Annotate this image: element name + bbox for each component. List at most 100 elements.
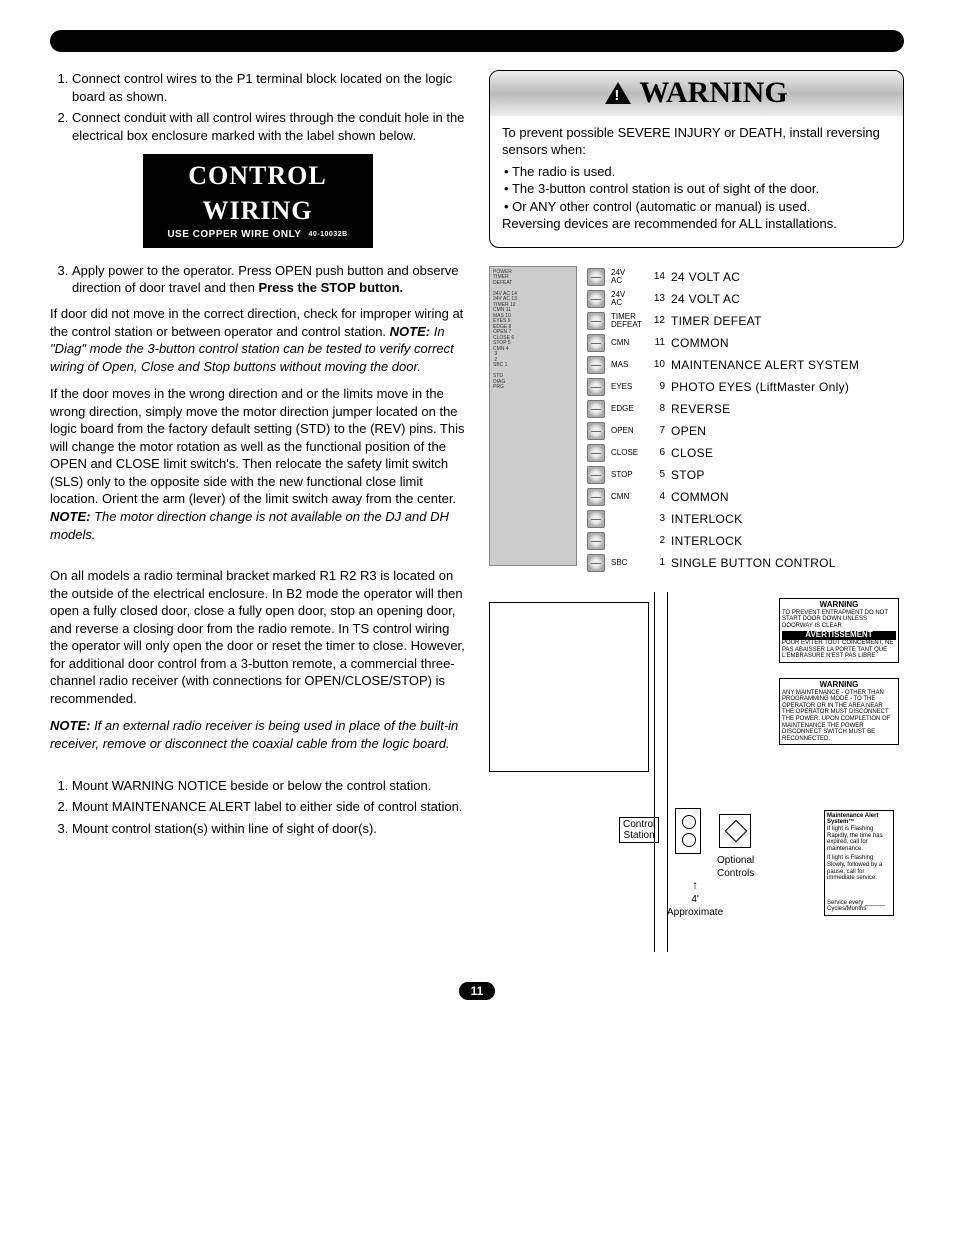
door-panel bbox=[489, 602, 649, 772]
mas-label: Maintenance Alert System™ If light is Fl… bbox=[824, 810, 894, 916]
note1-lead: NOTE: bbox=[390, 324, 430, 339]
warning-label-2: WARNING ANY MAINTENANCE - OTHER THAN PRO… bbox=[779, 678, 899, 746]
screw-icon bbox=[587, 400, 605, 418]
terminal-row: EDGE8REVERSE bbox=[587, 398, 904, 420]
instruction-list-1: Connect control wires to the P1 terminal… bbox=[50, 70, 465, 144]
list1-item1: Connect control wires to the P1 terminal… bbox=[72, 70, 465, 105]
terminal-row: CMN11COMMON bbox=[587, 332, 904, 354]
terminal-list: 24V AC1424 VOLT AC24V AC1324 VOLT ACTIME… bbox=[587, 266, 904, 574]
terminal-number: 3 bbox=[653, 512, 671, 526]
warning-b2: The 3-button control station is out of s… bbox=[504, 180, 891, 198]
terminal-label: OPEN bbox=[671, 423, 706, 439]
w2-hd: WARNING bbox=[782, 681, 896, 690]
warning-intro: To prevent possible SEVERE INJURY or DEA… bbox=[502, 124, 891, 159]
terminal-number: 5 bbox=[653, 468, 671, 482]
screw-icon bbox=[587, 488, 605, 506]
terminal-number: 4 bbox=[653, 490, 671, 504]
terminal-number: 14 bbox=[653, 270, 671, 284]
spacer bbox=[50, 763, 465, 777]
warning-title-text: WARNING bbox=[639, 73, 787, 114]
para-radio-bracket: On all models a radio terminal bracket m… bbox=[50, 567, 465, 707]
warning-bullets: The radio is used. The 3-button control … bbox=[502, 163, 891, 216]
terminal-short: CMN bbox=[611, 493, 653, 501]
terminal-row: 24V AC1324 VOLT AC bbox=[587, 288, 904, 310]
terminal-number: 13 bbox=[653, 292, 671, 306]
control-station-label: Control Station bbox=[619, 817, 659, 843]
note2-body: The motor direction change is not availa… bbox=[50, 509, 449, 542]
terminal-label: INTERLOCK bbox=[671, 533, 742, 549]
terminal-short: MAS bbox=[611, 361, 653, 369]
terminal-label: 24 VOLT AC bbox=[671, 291, 740, 307]
av-hd: AVERTISSEMENT bbox=[782, 631, 896, 640]
warning-triangle-icon bbox=[605, 82, 631, 104]
terminal-short: CLOSE bbox=[611, 449, 653, 457]
terminal-label: MAINTENANCE ALERT SYSTEM bbox=[671, 357, 859, 373]
terminal-label: REVERSE bbox=[671, 401, 730, 417]
terminal-row: MAS10MAINTENANCE ALERT SYSTEM bbox=[587, 354, 904, 376]
terminal-number: 11 bbox=[653, 336, 671, 350]
screw-icon bbox=[587, 422, 605, 440]
terminal-number: 1 bbox=[653, 556, 671, 570]
warning-b1: The radio is used. bbox=[504, 163, 891, 181]
w1-hd: WARNING bbox=[782, 601, 896, 610]
right-column: WARNING To prevent possible SEVERE INJUR… bbox=[489, 70, 904, 962]
installation-diagram: Control Station Optional Controls 4' App… bbox=[489, 592, 904, 962]
header-bar bbox=[50, 30, 904, 52]
warning-body: To prevent possible SEVERE INJURY or DEA… bbox=[490, 116, 903, 247]
terminal-label: PHOTO EYES (LiftMaster Only) bbox=[671, 379, 849, 395]
list1-item2: Connect conduit with all control wires t… bbox=[72, 109, 465, 144]
terminal-label: STOP bbox=[671, 467, 705, 483]
terminal-short: 24V AC bbox=[611, 269, 653, 285]
mas-foot: Service every ______ Cycles/Months bbox=[827, 900, 891, 913]
note3-body: If an external radio receiver is being u… bbox=[50, 718, 458, 751]
screw-icon bbox=[587, 532, 605, 550]
para-check-wiring: If door did not move in the correct dire… bbox=[50, 305, 465, 375]
note3-lead: NOTE: bbox=[50, 718, 90, 733]
note2-lead: NOTE: bbox=[50, 509, 90, 524]
para-external-receiver: NOTE: If an external radio receiver is b… bbox=[50, 717, 465, 752]
terminal-row: EYES9PHOTO EYES (LiftMaster Only) bbox=[587, 376, 904, 398]
av-body: POUR ÉVITER TOUT COINCEMENT, NE PAS ABAI… bbox=[782, 640, 896, 660]
screw-icon bbox=[587, 356, 605, 374]
list3-item1: Mount WARNING NOTICE beside or below the… bbox=[72, 777, 465, 795]
logic-board-thumbnail: POWERTIMERDEFEAT24V AC 1424V AC 13TIMER … bbox=[489, 266, 577, 566]
control-station-icon bbox=[675, 808, 701, 854]
terminal-label: 24 VOLT AC bbox=[671, 269, 740, 285]
terminal-number: 9 bbox=[653, 380, 671, 394]
door-track bbox=[654, 592, 668, 952]
badge-subtitle-text: USE COPPER WIRE ONLY bbox=[167, 229, 301, 240]
warning-title-bar: WARNING bbox=[490, 71, 903, 116]
mas-hd: Maintenance Alert System™ bbox=[827, 813, 891, 826]
screw-icon bbox=[587, 268, 605, 286]
terminal-number: 10 bbox=[653, 358, 671, 372]
terminal-label: SINGLE BUTTON CONTROL bbox=[671, 555, 836, 571]
terminal-number: 2 bbox=[653, 534, 671, 548]
screw-icon bbox=[587, 510, 605, 528]
terminal-row: CLOSE6CLOSE bbox=[587, 442, 904, 464]
screw-icon bbox=[587, 466, 605, 484]
terminal-label: COMMON bbox=[671, 489, 729, 505]
list2-item3: Apply power to the operator. Press OPEN … bbox=[72, 262, 465, 297]
badge-code: 40-10032B bbox=[309, 231, 348, 238]
terminal-number: 6 bbox=[653, 446, 671, 460]
screw-icon bbox=[587, 290, 605, 308]
screw-icon bbox=[587, 334, 605, 352]
screw-icon bbox=[587, 378, 605, 396]
terminal-row: 24V AC1424 VOLT AC bbox=[587, 266, 904, 288]
warning-label-1: WARNING TO PREVENT ENTRAPMENT DO NOT STA… bbox=[779, 598, 899, 663]
terminal-short: EYES bbox=[611, 383, 653, 391]
mas-b1: If light is Flashing Rapidly, the time h… bbox=[827, 826, 891, 852]
w2-body: ANY MAINTENANCE - OTHER THAN PROGRAMMING… bbox=[782, 690, 896, 743]
list3-item3: Mount control station(s) within line of … bbox=[72, 820, 465, 838]
terminal-short: OPEN bbox=[611, 427, 653, 435]
terminal-short: SBC bbox=[611, 559, 653, 567]
list2-bold: Press the STOP button. bbox=[258, 280, 403, 295]
terminal-short: STOP bbox=[611, 471, 653, 479]
badge-subtitle: USE COPPER WIRE ONLY 40-10032B bbox=[143, 228, 373, 242]
w1-body: TO PREVENT ENTRAPMENT DO NOT START DOOR … bbox=[782, 610, 896, 630]
warning-outro: Reversing devices are recommended for AL… bbox=[502, 215, 891, 233]
terminal-diagram: POWERTIMERDEFEAT24V AC 1424V AC 13TIMER … bbox=[489, 266, 904, 574]
left-column: Connect control wires to the P1 terminal… bbox=[50, 70, 465, 962]
instruction-list-2: Apply power to the operator. Press OPEN … bbox=[50, 262, 465, 297]
terminal-row: TIMER DEFEAT12TIMER DEFEAT bbox=[587, 310, 904, 332]
